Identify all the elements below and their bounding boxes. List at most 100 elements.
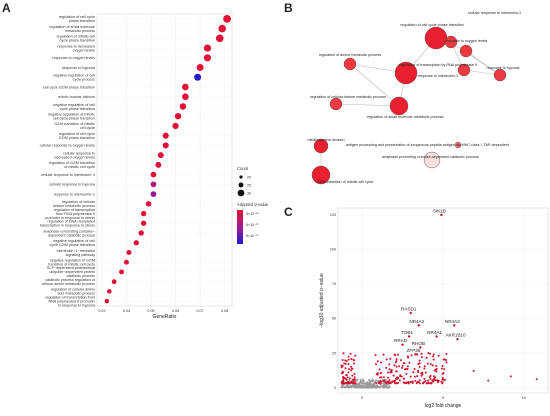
panel-c-point-sig — [398, 379, 401, 382]
panel-a-x-tick-label: 0.06 — [172, 309, 179, 313]
panel-b-node-label: regulation of transcription by RNA polym… — [399, 63, 477, 67]
panel-c-point-sig — [396, 353, 399, 356]
panel-a-dot — [138, 230, 144, 236]
panel-a-legend-color-title: Adjusted p-value — [237, 202, 269, 207]
panel-c-point-ns — [368, 384, 371, 387]
panel-c-point-ns — [385, 379, 388, 381]
panel-a-plot-area — [96, 13, 233, 307]
panel-c-point-sig — [395, 360, 398, 363]
panel-c-point-sig — [433, 378, 436, 381]
panel-c-point-ns — [380, 385, 383, 388]
panel-c-point-sig — [401, 364, 404, 367]
panel-c-point-sig — [416, 375, 419, 378]
panel-c-point-sig — [441, 378, 444, 381]
panel-c-point-sig — [432, 353, 435, 356]
panel-c-point-ns — [341, 385, 344, 388]
panel-c-point-sig — [380, 361, 383, 364]
panel-a-term-label: cell cycle G2/M phase transition — [43, 85, 95, 89]
panel-c-point-sig — [343, 377, 346, 380]
panel-c-point-labeled — [401, 343, 404, 346]
panel-c-point-sig — [397, 381, 400, 384]
panel-c-point-ns — [374, 380, 376, 383]
panel-letter-a: A — [2, 1, 11, 15]
panel-a-dot — [203, 54, 212, 62]
panel-c-point-sig — [402, 377, 405, 380]
panel-c-point-sig — [409, 375, 412, 378]
panel-c-y-tick-label: 0 — [334, 386, 336, 390]
panel-c-point-sig — [353, 378, 356, 381]
panel-c-point-sig — [392, 374, 395, 377]
panel-c-point-sig — [421, 373, 424, 376]
panel-c-point-sig — [374, 354, 377, 357]
panel-c-point-sig — [394, 377, 397, 380]
panel-b-node — [444, 35, 458, 49]
panel-a-term-label: regulation of DNA−templated transcription… — [40, 220, 95, 228]
panel-a-dot — [150, 171, 157, 178]
panel-c-point-sig — [350, 365, 353, 368]
panel-c-point-sig — [406, 355, 409, 358]
panel-c-point-ns — [383, 383, 386, 386]
panel-b-node-label: regulation of amine metabolic process — [319, 53, 381, 57]
panel-c-point-ns — [376, 385, 379, 388]
panel-c-point-ns — [356, 378, 359, 381]
panel-c-point-sig — [410, 354, 413, 357]
panel-a-x-tick-label: 0.04 — [123, 309, 130, 313]
panel-c-point-sig — [408, 361, 411, 364]
panel-c-point-ns — [388, 386, 390, 389]
panel-b-node-label: response to oxygen levels — [445, 39, 488, 43]
panel-a-term-label: negative regulation of mitotic cell cycle… — [48, 113, 95, 121]
panel-a-dot — [194, 73, 202, 81]
panel-c-point-sig — [395, 365, 398, 368]
panel-c-point-ns — [363, 382, 365, 384]
panel-c-point-ns — [379, 386, 382, 389]
panel-c-point-ns — [355, 386, 358, 389]
panel-a-term-label: mitotic nuclear division — [58, 95, 95, 99]
panel-c-point-sig — [425, 356, 428, 359]
panel-letter-c: C — [284, 205, 293, 219]
panel-a-legend-count-label: 20 — [247, 175, 251, 179]
panel-b-edge — [450, 41, 501, 76]
panel-c-point-sig — [445, 352, 448, 355]
panel-c-point-sig — [341, 364, 344, 367]
panel-a-term-label: regulation of G2/M transition of mitotic … — [49, 161, 95, 169]
panel-c-point-sig — [385, 366, 388, 369]
panel-c-point-sig — [397, 365, 400, 368]
panel-c-y-tick-label: 125 — [330, 213, 336, 217]
panel-a-term-label: interleukin−1−mediated signaling pathway — [57, 249, 95, 257]
panel-c-point-ns — [347, 386, 350, 389]
panel-b-node — [343, 57, 357, 71]
panel-a-term-label: cellular response to decreased oxygen lev… — [54, 151, 95, 159]
panel-b-node — [389, 96, 409, 116]
panel-c-point-sig — [382, 353, 385, 356]
panel-a-legend-color-label: 6×10⁻¹⁰ — [246, 223, 259, 227]
panel-c-point-sig — [382, 376, 385, 379]
panel-c-point-sig — [390, 371, 393, 374]
panel-a-dot — [174, 112, 182, 120]
panel-c-point-sig — [347, 355, 350, 358]
panel-c-point-sig — [340, 366, 343, 369]
panel-a-dot — [162, 132, 169, 139]
panel-c-point-sig — [352, 378, 355, 381]
panel-c-point-sig — [380, 372, 383, 375]
panel-c-point-sig — [444, 358, 447, 361]
panel-c-point-sig — [396, 377, 399, 380]
panel-a-term-label: response to interleukin−1 — [54, 192, 95, 196]
panel-b-node-label: response to hypoxia — [486, 66, 520, 70]
panel-c-point-sig — [441, 364, 444, 367]
panel-c-point-sig — [400, 359, 403, 362]
panel-c-point-ns — [375, 384, 378, 387]
panel-c-point-ns — [349, 385, 352, 388]
panel-c-point-ns — [373, 381, 376, 384]
panel-a-dot — [111, 279, 117, 285]
panel-a-dot — [133, 240, 139, 246]
panel-c-point-sig — [429, 374, 432, 377]
panel-c-point-sig — [535, 378, 538, 381]
panel-a-legend-count-dot — [239, 175, 243, 179]
panel-c-point-sig — [432, 380, 435, 383]
panel-c-point-ns — [385, 384, 388, 387]
panel-c-y-axis-label: −log10 adjusted p−value — [319, 273, 325, 328]
panel-c-point-sig — [350, 381, 353, 384]
panel-c-point-sig — [350, 358, 353, 361]
panel-c-point-sig — [437, 379, 440, 382]
panel-c-gene-label: TOB1 — [401, 330, 413, 335]
